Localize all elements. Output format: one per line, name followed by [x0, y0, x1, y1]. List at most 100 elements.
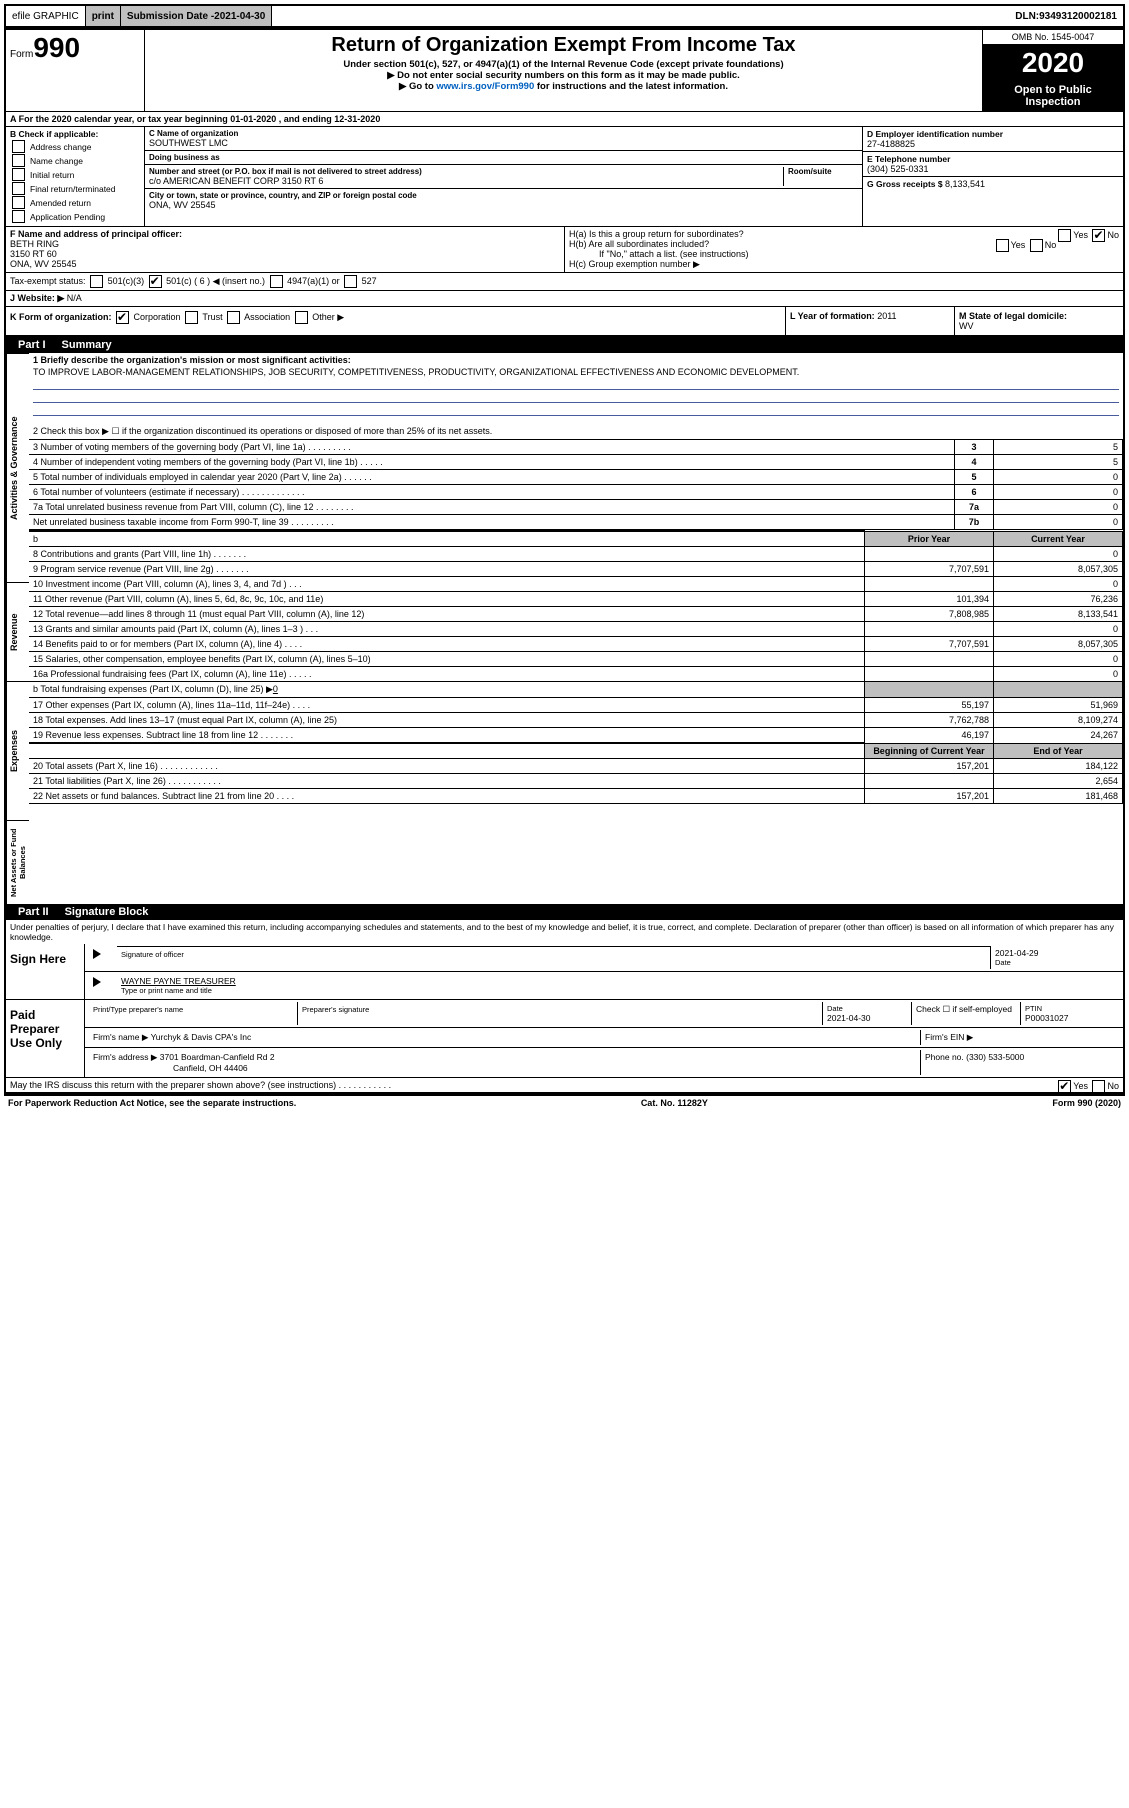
- initial-return-checkbox[interactable]: [12, 168, 25, 181]
- part2-title: Signature Block: [65, 906, 149, 918]
- hb-yes-checkbox[interactable]: [996, 239, 1009, 252]
- line-8-label: 8 Contributions and grants (Part VIII, l…: [29, 547, 865, 562]
- final-return-label: Final return/terminated: [30, 184, 116, 194]
- revenue-table: bPrior YearCurrent Year 8 Contributions …: [29, 530, 1123, 804]
- 501c3-checkbox[interactable]: [90, 275, 103, 288]
- prep-date-label: Date: [827, 1004, 907, 1013]
- boc-hdr: Beginning of Current Year: [865, 743, 994, 758]
- assoc-label: Association: [244, 312, 290, 322]
- line-22-label: 22 Net assets or fund balances. Subtract…: [29, 788, 865, 803]
- discuss-yes-checkbox[interactable]: [1058, 1080, 1071, 1093]
- b-header: B Check if applicable:: [10, 129, 140, 139]
- line-4-num: 4: [955, 455, 994, 470]
- openpub-2: Inspection: [985, 96, 1121, 108]
- mission-label: 1 Briefly describe the organization's mi…: [33, 355, 351, 365]
- ein-label: D Employer identification number: [867, 129, 1119, 139]
- year-formation: L Year of formation: 2011: [786, 307, 955, 335]
- top-bar: efile GRAPHIC print Submission Date - 20…: [4, 4, 1125, 28]
- line-7b-val: 0: [994, 515, 1123, 530]
- arrow-icon: [93, 949, 101, 959]
- efile-label: efile GRAPHIC: [6, 6, 86, 26]
- form-of-org: K Form of organization: Corporation Trus…: [6, 307, 786, 335]
- ptin-label: PTIN: [1025, 1004, 1115, 1013]
- city-value: ONA, WV 25545: [149, 200, 858, 210]
- discuss-no-checkbox[interactable]: [1092, 1080, 1105, 1093]
- hb-no-checkbox[interactable]: [1030, 239, 1043, 252]
- line-6-num: 6: [955, 485, 994, 500]
- line-5-val: 0: [994, 470, 1123, 485]
- ha-yes: Yes: [1073, 230, 1088, 240]
- footer-right: Form 990 (2020): [1052, 1098, 1121, 1108]
- sub3-pre: ▶ Go to: [399, 81, 436, 92]
- column-b-checkboxes: B Check if applicable: Address change Na…: [6, 127, 145, 226]
- 4947-label: 4947(a)(1) or: [287, 276, 340, 286]
- column-c: C Name of organization SOUTHWEST LMC Doi…: [145, 127, 862, 226]
- 501c3-label: 501(c)(3): [108, 276, 145, 286]
- eoy-hdr: End of Year: [994, 743, 1123, 758]
- line-17-label: 17 Other expenses (Part IX, column (A), …: [29, 698, 865, 713]
- phone-value: (304) 525-0331: [867, 164, 1119, 174]
- other-label: Other ▶: [312, 312, 344, 322]
- firm-phone-label: Phone no.: [925, 1052, 966, 1062]
- print-button[interactable]: print: [86, 6, 121, 26]
- app-pending-checkbox[interactable]: [12, 210, 25, 223]
- line-15-label: 15 Salaries, other compensation, employe…: [29, 652, 865, 667]
- self-employed-check: Check ☐ if self-employed: [912, 1002, 1021, 1025]
- city-label: City or town, state or province, country…: [149, 191, 858, 200]
- line-5-num: 5: [955, 470, 994, 485]
- discuss-row: May the IRS discuss this return with the…: [6, 1078, 1123, 1094]
- other-checkbox[interactable]: [295, 311, 308, 324]
- amended-checkbox[interactable]: [12, 196, 25, 209]
- corp-checkbox[interactable]: [116, 311, 129, 324]
- assoc-checkbox[interactable]: [227, 311, 240, 324]
- line-10-label: 10 Investment income (Part VIII, column …: [29, 577, 865, 592]
- line-4-val: 5: [994, 455, 1123, 470]
- form-subtitle-2: ▶ Do not enter social security numbers o…: [151, 70, 976, 81]
- line-10-prior: [865, 577, 994, 592]
- addr-change-checkbox[interactable]: [12, 140, 25, 153]
- line-9-prior: 7,707,591: [865, 562, 994, 577]
- officer-name: BETH RING: [10, 239, 560, 249]
- ha-yes-checkbox[interactable]: [1058, 229, 1071, 242]
- form990-link[interactable]: www.irs.gov/Form990: [436, 81, 534, 92]
- sidelabel-activities: Activities & Governance: [6, 353, 29, 582]
- line-7a-val: 0: [994, 500, 1123, 515]
- 4947-checkbox[interactable]: [270, 275, 283, 288]
- current-year-hdr: Current Year: [994, 531, 1123, 547]
- ha-no: No: [1107, 230, 1119, 240]
- line-9-curr: 8,057,305: [994, 562, 1123, 577]
- final-return-checkbox[interactable]: [12, 182, 25, 195]
- line-22-end: 181,468: [994, 788, 1123, 803]
- part1-header: Part I Summary: [6, 337, 1123, 353]
- part2-header: Part II Signature Block: [6, 904, 1123, 920]
- line-13-curr: 0: [994, 622, 1123, 637]
- line-12-prior: 7,808,985: [865, 607, 994, 622]
- 501c-label: 501(c) ( 6 ) ◀ (insert no.): [166, 276, 265, 286]
- dln: DLN: 93493120002181: [1009, 6, 1123, 26]
- firm-ein-label: Firm's EIN ▶: [921, 1030, 1119, 1045]
- form-990-number: 990: [33, 32, 80, 63]
- state-domicile: M State of legal domicile: WV: [955, 307, 1123, 335]
- firm-addr-label: Firm's address ▶: [93, 1052, 160, 1062]
- form-number-box: Form990: [6, 30, 145, 111]
- line-16b-val: 0: [273, 684, 278, 694]
- line-6-label: 6 Total number of volunteers (estimate i…: [29, 485, 955, 500]
- corp-label: Corporation: [134, 312, 181, 322]
- line-5-label: 5 Total number of individuals employed i…: [29, 470, 955, 485]
- officer-addr2: ONA, WV 25545: [10, 259, 560, 269]
- 527-checkbox[interactable]: [344, 275, 357, 288]
- name-change-checkbox[interactable]: [12, 154, 25, 167]
- trust-checkbox[interactable]: [185, 311, 198, 324]
- tax-period: A For the 2020 calendar year, or tax yea…: [6, 112, 1123, 127]
- line-18-prior: 7,762,788: [865, 713, 994, 728]
- 501c-checkbox[interactable]: [149, 275, 162, 288]
- ha-no-checkbox[interactable]: [1092, 229, 1105, 242]
- firm-addr2: Canfield, OH 44406: [93, 1063, 916, 1073]
- line-11-curr: 76,236: [994, 592, 1123, 607]
- l-label: L Year of formation:: [790, 311, 877, 321]
- m-value: WV: [959, 321, 1119, 331]
- line-14-prior: 7,707,591: [865, 637, 994, 652]
- line-7b-num: 7b: [955, 515, 994, 530]
- line-16a-curr: 0: [994, 667, 1123, 682]
- line-21-label: 21 Total liabilities (Part X, line 26) .…: [29, 773, 865, 788]
